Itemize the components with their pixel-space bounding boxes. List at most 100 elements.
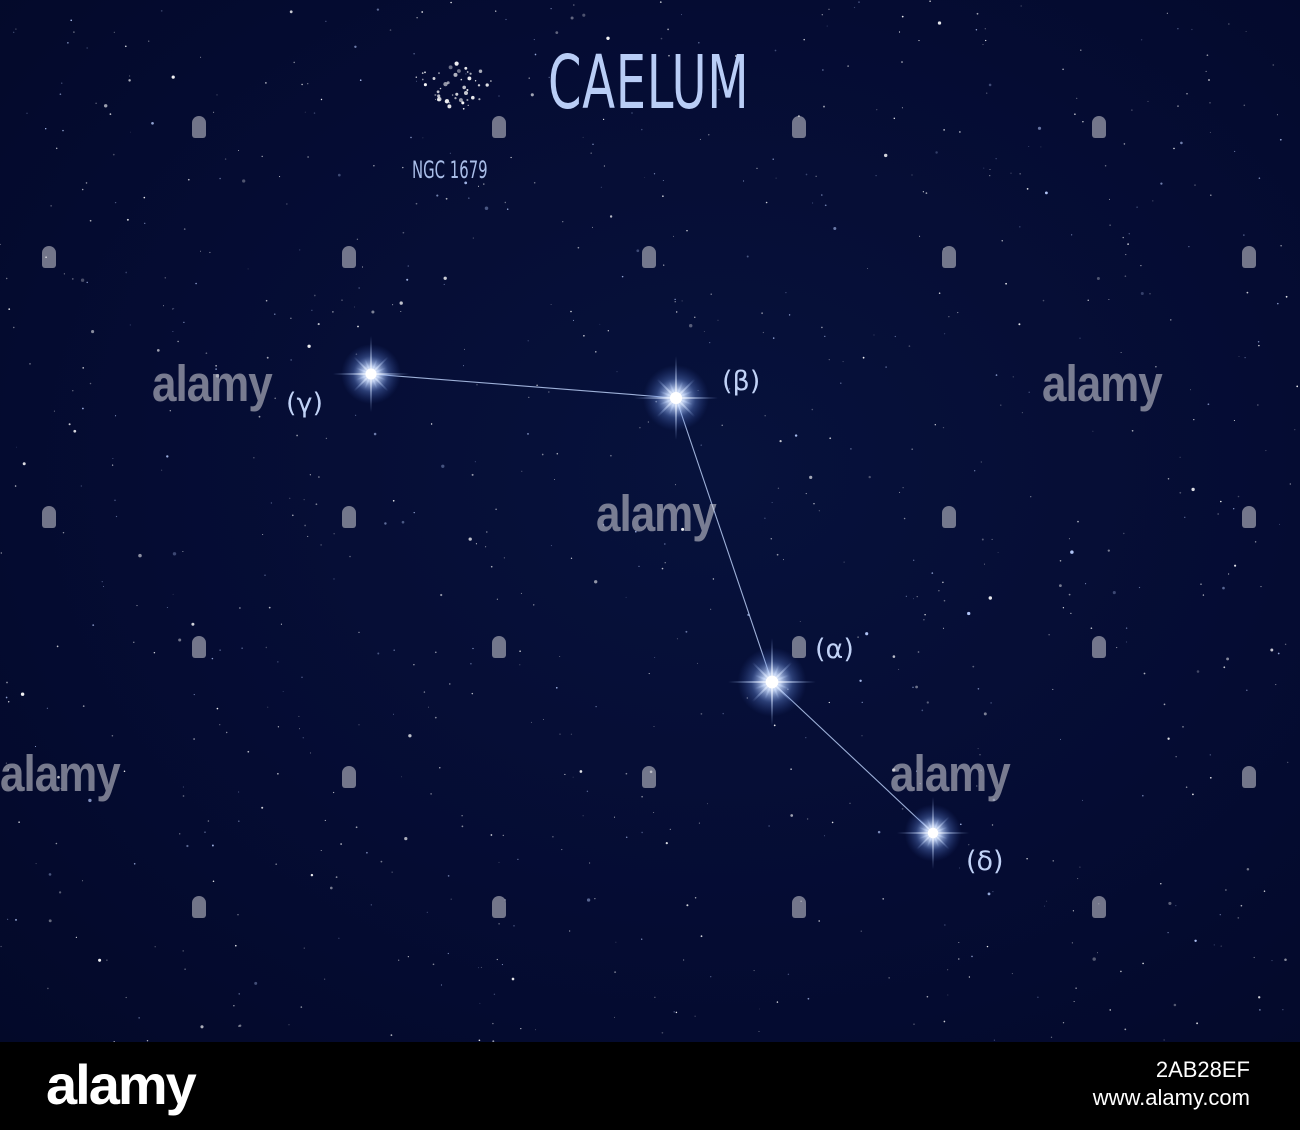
background-star — [136, 605, 138, 607]
background-star — [130, 131, 132, 133]
background-star — [311, 309, 313, 311]
background-star — [842, 361, 844, 363]
background-star — [710, 293, 712, 295]
background-star — [129, 324, 131, 326]
background-star — [519, 650, 521, 652]
background-star — [765, 201, 768, 204]
background-star — [721, 424, 723, 427]
background-star — [919, 235, 921, 237]
cluster-star — [421, 78, 424, 81]
background-star — [1080, 49, 1082, 51]
background-star — [238, 150, 240, 151]
background-star — [1005, 282, 1007, 285]
background-star — [892, 655, 896, 658]
cluster-star — [477, 84, 481, 87]
background-star — [82, 880, 84, 882]
background-star — [1209, 102, 1211, 104]
background-star — [975, 29, 978, 31]
star-core — [927, 827, 939, 839]
background-star — [707, 803, 709, 805]
background-star — [493, 993, 496, 995]
background-star — [948, 316, 950, 318]
background-star — [320, 544, 322, 546]
background-star — [392, 499, 395, 502]
background-star — [1090, 627, 1093, 630]
background-star — [112, 153, 115, 156]
background-star — [828, 701, 830, 704]
background-star — [258, 415, 261, 418]
background-star — [495, 10, 497, 12]
background-star — [219, 177, 221, 180]
background-star — [761, 312, 763, 315]
background-star — [947, 994, 949, 996]
background-star — [882, 898, 885, 900]
background-star — [921, 709, 924, 712]
watermark-mark — [1092, 636, 1106, 658]
background-star — [993, 1039, 995, 1041]
background-star — [663, 264, 665, 266]
background-star — [465, 73, 467, 75]
watermark-mark — [42, 506, 56, 528]
background-star — [274, 397, 276, 400]
background-star — [265, 299, 268, 302]
background-star — [828, 358, 830, 361]
background-star — [722, 712, 724, 715]
background-star — [88, 798, 92, 803]
background-star — [843, 561, 845, 563]
background-star — [1077, 520, 1079, 523]
background-star — [700, 713, 703, 715]
background-star — [1271, 960, 1273, 962]
background-star — [1276, 114, 1278, 116]
background-star — [984, 563, 985, 565]
background-star — [154, 945, 156, 948]
background-star — [392, 713, 394, 715]
background-star — [660, 508, 662, 510]
background-star — [75, 936, 78, 939]
watermark-mark — [42, 246, 56, 268]
cluster-star — [438, 72, 440, 75]
background-star — [200, 250, 202, 252]
background-star — [261, 806, 264, 809]
background-star — [828, 8, 830, 10]
background-star — [809, 475, 813, 479]
background-star — [22, 462, 26, 466]
background-star — [1244, 356, 1246, 359]
background-star — [582, 815, 584, 817]
background-star — [48, 873, 52, 876]
background-star — [304, 524, 306, 527]
background-star — [511, 977, 515, 981]
background-star — [958, 958, 960, 960]
background-star — [80, 278, 85, 282]
background-star — [625, 596, 627, 598]
background-star — [5, 696, 8, 699]
cluster-star — [423, 83, 427, 87]
background-star — [1277, 302, 1279, 305]
background-star — [1234, 150, 1236, 152]
background-star — [712, 578, 715, 580]
watermark-mark — [942, 506, 956, 528]
background-star — [943, 129, 945, 131]
background-star — [857, 636, 859, 639]
watermark-mark — [492, 116, 506, 138]
background-star — [995, 158, 997, 160]
background-star — [513, 925, 515, 927]
background-star — [113, 1041, 115, 1042]
background-star — [211, 844, 214, 847]
background-star — [265, 82, 267, 84]
background-star — [709, 342, 711, 344]
background-star — [901, 808, 904, 810]
background-star — [888, 977, 890, 979]
background-star — [415, 202, 418, 205]
watermark-mark — [1242, 246, 1256, 268]
background-star — [357, 325, 359, 328]
background-star — [498, 922, 500, 925]
background-star — [277, 726, 280, 728]
background-star — [743, 180, 745, 182]
cluster-star — [443, 81, 448, 87]
background-star — [823, 105, 825, 108]
background-star — [68, 423, 71, 426]
background-star — [443, 283, 445, 285]
background-star — [536, 384, 538, 386]
background-star — [893, 117, 896, 120]
background-star — [266, 356, 269, 359]
